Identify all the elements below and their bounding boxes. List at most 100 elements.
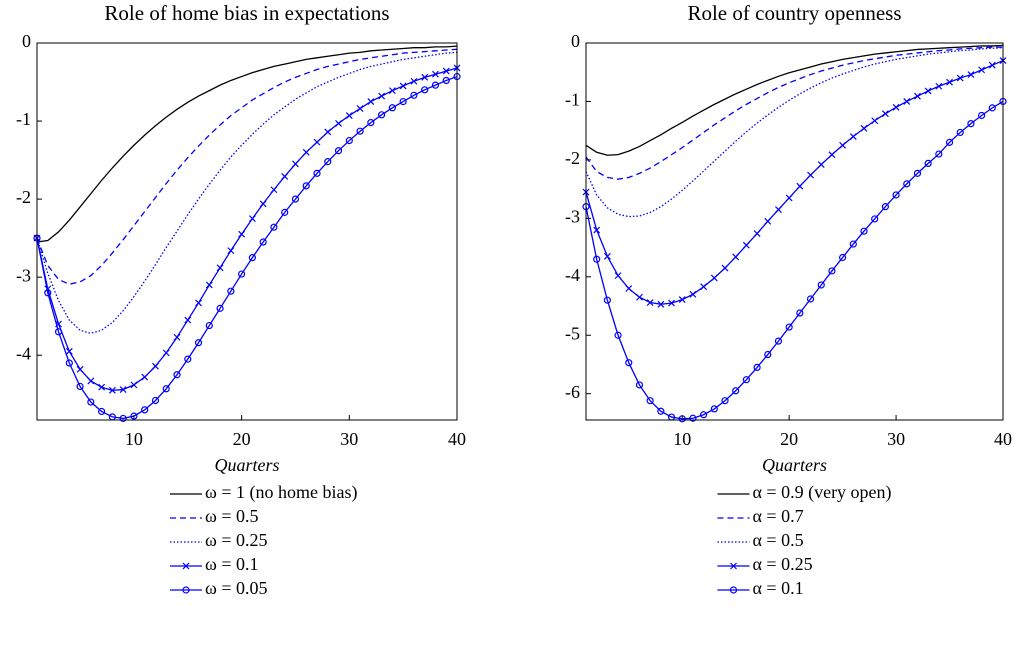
data-point [924, 159, 932, 168]
data-point [151, 396, 160, 405]
data-point [913, 169, 922, 177]
data-point [978, 66, 986, 74]
data-point [978, 111, 986, 120]
data-point [732, 253, 740, 261]
x-tick-label: 40 [448, 429, 466, 449]
data-point [421, 86, 429, 94]
y-tick-label: 0 [22, 31, 31, 51]
data-point [914, 92, 921, 100]
data-point [678, 415, 686, 423]
data-point [881, 110, 889, 118]
series-line [37, 48, 457, 285]
data-point [871, 117, 879, 125]
data-point [614, 331, 622, 339]
data-point [281, 208, 289, 216]
data-point [860, 124, 868, 132]
data-point [227, 247, 235, 255]
legend-marker [730, 562, 737, 570]
data-point [625, 285, 633, 292]
y-tick-label: -5 [565, 323, 580, 343]
data-point [216, 264, 224, 272]
y-tick-label: -1 [565, 90, 580, 110]
data-point [796, 309, 804, 317]
x-tick-label: 20 [780, 429, 798, 449]
plot-frame [36, 42, 458, 421]
data-point [860, 227, 868, 235]
data-point [291, 195, 300, 203]
data-point [281, 173, 289, 180]
data-point [945, 138, 954, 146]
y-tick-label: -3 [565, 206, 580, 226]
data-point [367, 119, 375, 127]
data-point [871, 215, 879, 223]
legend-label: α = 0.5 [753, 530, 804, 550]
data-point [162, 385, 170, 393]
data-point [130, 381, 138, 389]
data-point [378, 111, 386, 119]
data-point [657, 407, 665, 415]
legend-marker [182, 586, 190, 594]
data-point [988, 104, 996, 112]
series-line [586, 100, 1003, 420]
data-point [302, 148, 310, 156]
data-point [742, 241, 750, 249]
data-point [593, 226, 601, 234]
data-point [194, 339, 203, 347]
data-point [828, 151, 836, 159]
data-point [892, 103, 900, 111]
x-tick-label: 20 [233, 429, 251, 449]
series-line [586, 44, 1003, 156]
data-point [313, 138, 321, 146]
y-tick-label: -6 [565, 382, 580, 402]
series-line [586, 47, 1003, 218]
data-point [141, 406, 149, 414]
legend-marker [729, 586, 738, 594]
data-point [646, 397, 654, 405]
data-point [162, 349, 170, 357]
data-point [248, 215, 256, 223]
data-point [892, 191, 900, 199]
data-point [431, 81, 440, 89]
data-point [849, 133, 857, 140]
data-point [270, 223, 278, 231]
data-point [967, 71, 975, 78]
data-point [774, 337, 783, 345]
data-point [785, 323, 793, 331]
data-point [935, 82, 943, 90]
chart-title: Role of home bias in expectations [104, 1, 389, 25]
data-point [785, 194, 793, 202]
data-point [903, 98, 911, 105]
legend-label: α = 0.9 (very open) [753, 482, 892, 503]
data-point [603, 252, 611, 260]
data-point [967, 120, 975, 128]
data-point [796, 182, 804, 190]
data-point [65, 347, 73, 355]
data-point [302, 182, 310, 190]
series-line [37, 45, 457, 243]
data-point [775, 206, 782, 214]
data-point [313, 169, 321, 177]
data-point [817, 161, 825, 168]
x-axis-label: Quarters [762, 455, 827, 475]
data-point [753, 230, 761, 237]
data-point [152, 362, 159, 370]
data-point [399, 82, 407, 90]
data-point [689, 414, 697, 422]
data-point [700, 283, 708, 291]
data-point [668, 299, 675, 307]
y-tick-label: -4 [565, 265, 580, 285]
data-point [732, 387, 740, 395]
data-point [76, 365, 84, 373]
data-point [410, 91, 418, 99]
series-line [37, 67, 457, 391]
data-point [388, 87, 396, 95]
data-point [839, 253, 847, 262]
data-point [44, 289, 52, 297]
data-point [356, 105, 364, 112]
legend-label: α = 0.7 [753, 506, 804, 526]
data-point [173, 333, 181, 341]
data-point [721, 264, 729, 272]
legend-label: α = 0.25 [753, 554, 813, 574]
data-point [292, 160, 299, 168]
